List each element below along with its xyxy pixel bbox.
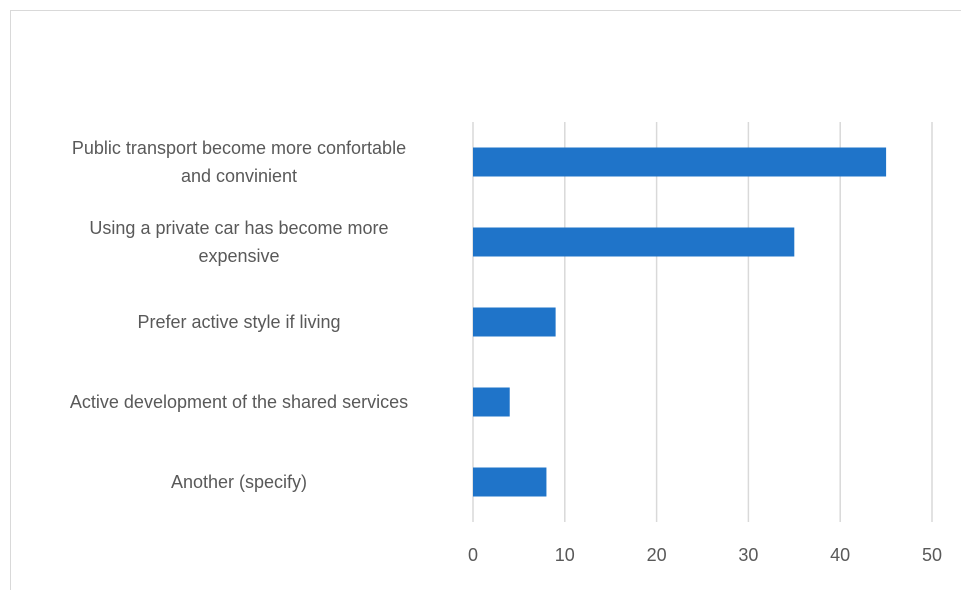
- category-label: Public transport become more confortable…: [72, 138, 406, 186]
- category-label-line: and convinient: [181, 166, 297, 186]
- category-label-line: Active development of the shared service…: [70, 392, 408, 412]
- category-label-line: expensive: [198, 246, 279, 266]
- bar: [473, 228, 794, 257]
- x-tick-label: 40: [830, 545, 850, 565]
- bar: [473, 308, 556, 337]
- x-tick-label: 10: [555, 545, 575, 565]
- category-label: Using a private car has become more expen…: [89, 218, 388, 266]
- bar: [473, 388, 510, 417]
- bar: [473, 148, 886, 177]
- bars: [473, 148, 886, 497]
- category-label-line: Another (specify): [171, 472, 307, 492]
- x-tick-labels: 0 10 20 30 40 50: [468, 545, 942, 565]
- category-label: Prefer active style if living: [137, 312, 340, 332]
- category-label-line: Using a private car has become more: [89, 218, 388, 238]
- x-tick-label: 0: [468, 545, 478, 565]
- x-tick-label: 20: [647, 545, 667, 565]
- category-labels: Public transport become more confortable…: [70, 138, 408, 492]
- category-label-line: Prefer active style if living: [137, 312, 340, 332]
- x-tick-label: 30: [738, 545, 758, 565]
- category-label: Another (specify): [171, 472, 307, 492]
- category-label-line: Public transport become more confortable: [72, 138, 406, 158]
- x-tick-label: 50: [922, 545, 942, 565]
- category-label: Active development of the shared service…: [70, 392, 408, 412]
- bar: [473, 468, 546, 497]
